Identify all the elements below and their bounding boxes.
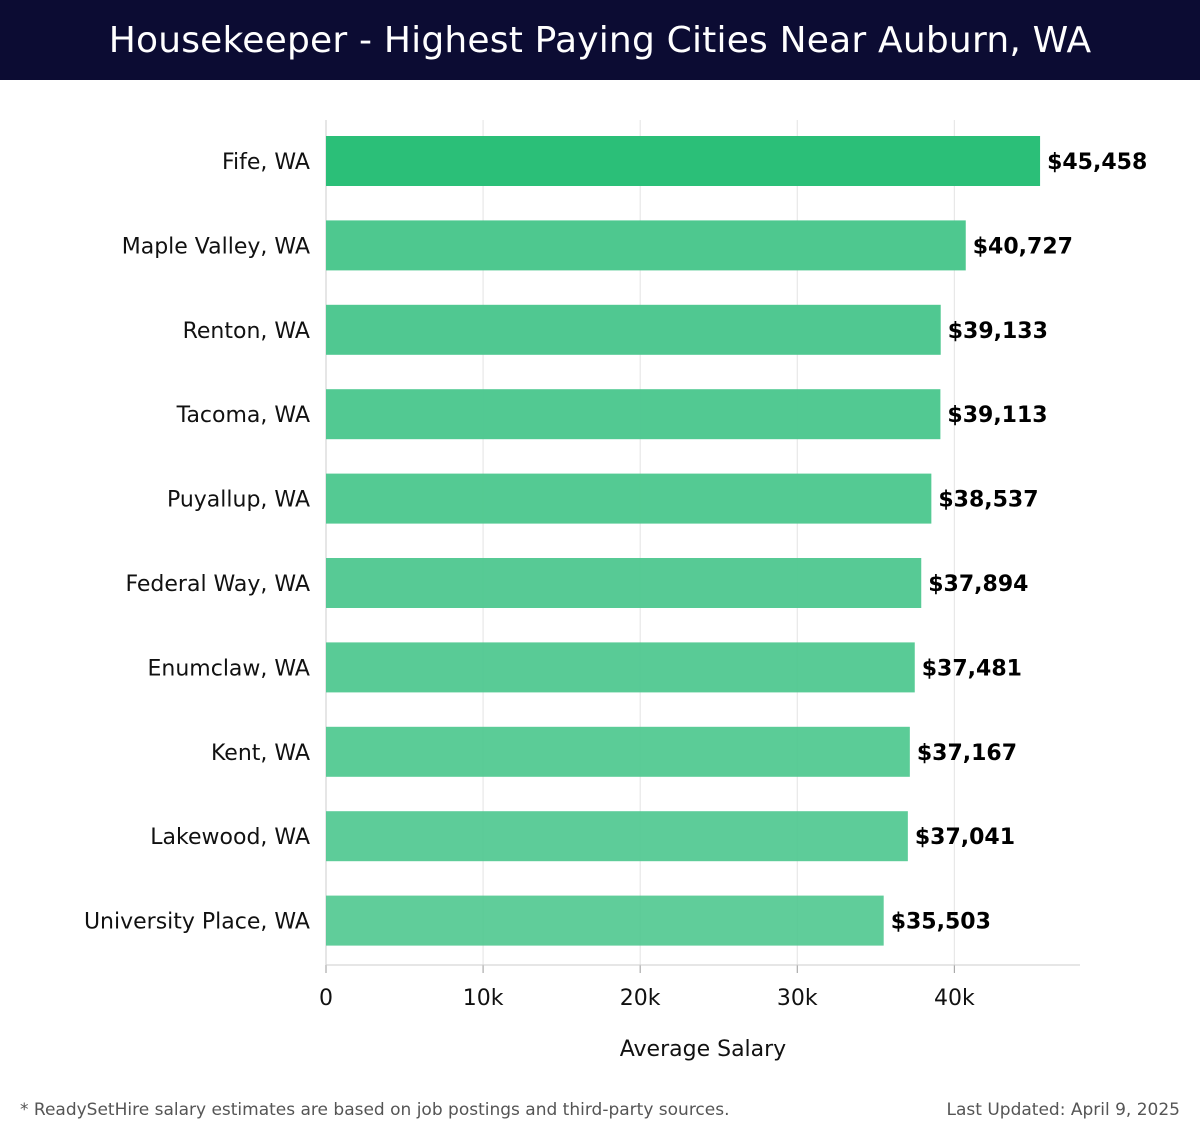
data-label: $39,133 [948,319,1048,344]
salary-bar-chart: 0 10k 20k 30k 40k Fife, WA $45,458 Maple Valley… [84,120,1147,1062]
x-tick-label: 0 [319,986,333,1011]
bar [326,811,908,862]
category-label: Maple Valley, WA [122,234,310,259]
bar [326,304,941,355]
bar [326,389,941,440]
category-label: Federal Way, WA [125,572,310,597]
data-label: $35,503 [891,910,991,935]
category-label: Enumclaw, WA [148,656,311,681]
data-label: $37,481 [922,656,1022,681]
data-label: $37,041 [915,825,1015,850]
bar [326,895,884,946]
data-label: $38,537 [938,488,1038,513]
header-bar: Housekeeper - Highest Paying Cities Near… [0,0,1200,80]
category-label: Renton, WA [183,319,310,344]
x-axis-label: Average Salary [620,1037,786,1062]
bar [326,136,1041,186]
bar [326,726,910,777]
category-label: University Place, WA [84,910,310,935]
x-tick-label: 20k [620,986,661,1011]
footer-note: * ReadySetHire salary estimates are base… [20,1100,730,1120]
data-label: $37,167 [917,741,1017,766]
category-label: Puyallup, WA [167,488,310,513]
category-label: Kent, WA [211,741,310,766]
category-label: Tacoma, WA [176,403,310,428]
data-label: $39,113 [947,403,1047,428]
x-tick-label: 40k [934,986,975,1011]
chart-title: Housekeeper - Highest Paying Cities Near… [108,19,1092,61]
x-tick-label: 30k [777,986,818,1011]
bar [326,558,922,608]
category-label: Lakewood, WA [150,825,310,850]
data-label: $45,458 [1047,150,1147,175]
last-updated: Last Updated: April 9, 2025 [946,1100,1180,1120]
data-label: $37,894 [928,572,1028,597]
data-label: $40,727 [973,234,1073,259]
x-tick-label: 10k [463,986,504,1011]
bar [326,220,966,271]
bar [326,473,932,524]
category-label: Fife, WA [222,150,310,175]
bar [326,642,915,693]
